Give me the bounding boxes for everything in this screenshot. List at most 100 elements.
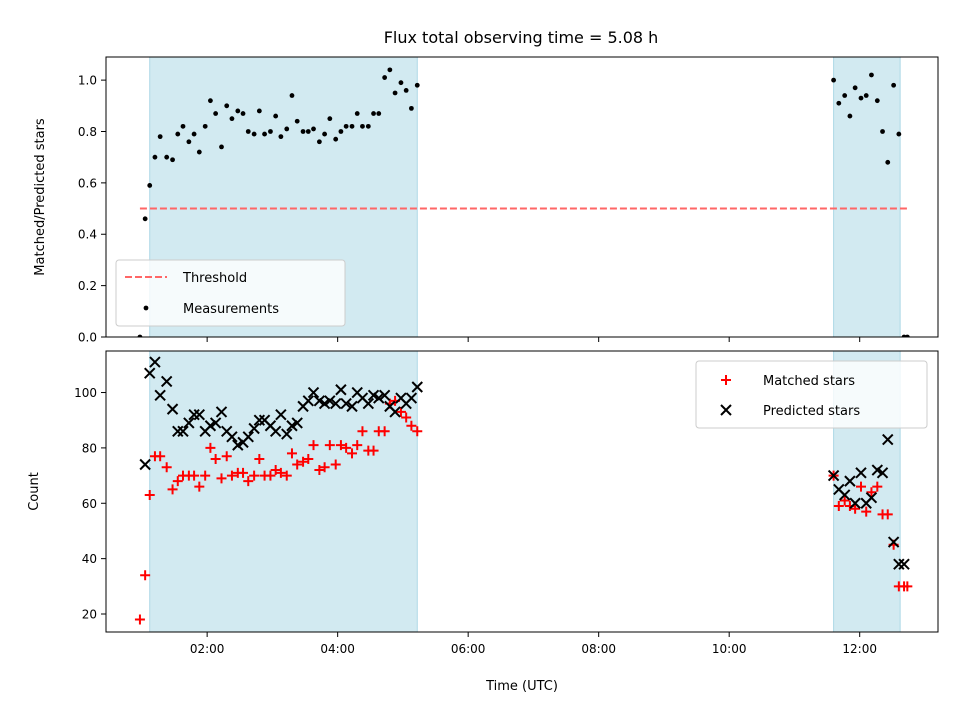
predicted-star-marker	[876, 467, 889, 479]
matched-star-marker	[238, 467, 249, 478]
legend: Matched stars Predicted stars	[695, 360, 928, 429]
predicted-star-marker	[242, 431, 254, 443]
measurement-point	[213, 111, 219, 116]
matched-star-marker	[216, 473, 227, 484]
matched-star-marker	[249, 470, 260, 481]
matched-star-marker	[401, 412, 412, 423]
matched-star-marker	[357, 426, 368, 437]
measurement-point	[863, 93, 869, 98]
measurement-point	[240, 111, 246, 116]
predicted-star-marker	[188, 408, 200, 421]
measurement-point	[408, 105, 414, 111]
measurement-point	[273, 113, 279, 119]
predicted-star-marker	[183, 417, 195, 429]
legend-measurements-swatch	[143, 305, 149, 311]
y-tick-label: 0.0	[78, 331, 97, 345]
predicted-star-marker	[844, 475, 856, 487]
predicted-star-marker	[154, 389, 166, 402]
measurement-point	[852, 85, 858, 91]
matched-star-marker	[265, 470, 276, 481]
observing-window-2	[833, 56, 901, 338]
measurement-point	[284, 126, 290, 132]
predicted-star-marker	[411, 381, 423, 393]
measurement-point	[371, 111, 376, 116]
matched-star-marker	[406, 420, 417, 431]
measurement-point	[333, 136, 339, 142]
matched-star-marker	[205, 442, 216, 453]
x-tick-label: 12:00	[842, 642, 877, 656]
predicted-star-marker	[373, 392, 385, 404]
matched-star-marker	[200, 470, 211, 481]
measurement-point	[224, 103, 230, 109]
predicted-star-marker	[226, 431, 238, 443]
measurement-point	[256, 108, 262, 114]
predicted-star-marker	[329, 397, 342, 410]
matched-star-marker	[226, 470, 237, 481]
observing-window-1	[149, 350, 418, 633]
predicted-star-marker	[166, 403, 179, 415]
matched-star-marker	[303, 453, 314, 464]
x-tick-label: 08:00	[581, 642, 616, 656]
measurement-point	[147, 183, 153, 188]
y-axis-label: Matched/Predicted stars	[33, 118, 48, 276]
legend-box	[695, 360, 928, 429]
measurement-point	[376, 111, 382, 116]
matched-star-marker	[839, 495, 850, 506]
measurement-point	[349, 123, 355, 129]
predicted-star-marker	[335, 384, 347, 396]
matched-star-marker	[347, 448, 358, 459]
matched-star-marker	[368, 445, 379, 456]
plot-area	[134, 356, 913, 625]
measurement-point	[164, 154, 170, 160]
measurement-point	[186, 139, 192, 145]
measurement-point	[289, 93, 295, 98]
measurement-point	[896, 131, 902, 137]
measurement-point	[365, 123, 371, 129]
matched-star-marker	[379, 426, 390, 437]
legend: Threshold Measurements	[115, 259, 346, 327]
measurement-point	[235, 108, 241, 114]
matched-star-marker	[275, 467, 286, 478]
matched-star-marker	[286, 448, 297, 459]
y-tick-label: 80	[82, 441, 97, 455]
legend-box	[115, 259, 346, 327]
measurement-point	[398, 80, 404, 86]
predicted-star-marker	[281, 428, 293, 440]
matched-star-marker	[330, 459, 341, 470]
series-matched-stars	[134, 395, 913, 625]
matched-star-marker	[833, 501, 844, 512]
measurement-point	[869, 72, 874, 78]
legend-predicted-label: Predicted stars	[763, 404, 860, 419]
y-axis-label: Count	[27, 472, 42, 511]
predicted-star-marker	[139, 458, 151, 471]
measurement-point	[414, 82, 420, 88]
measurement-point	[387, 67, 393, 73]
matched-star-marker	[292, 459, 303, 470]
predicted-star-marker	[324, 395, 336, 407]
measurement-point	[142, 216, 148, 222]
matched-star-marker	[155, 451, 166, 462]
predicted-star-marker	[882, 433, 894, 446]
measurement-point	[268, 129, 273, 134]
matched-star-marker	[861, 506, 872, 517]
predicted-star-marker	[346, 400, 358, 413]
predicted-star-marker	[275, 408, 287, 421]
measurement-point	[175, 131, 181, 137]
measurement-point	[251, 131, 257, 137]
measurement-point	[262, 131, 267, 137]
matched-star-marker	[189, 470, 200, 481]
measurement-point	[880, 129, 885, 134]
measurement-point	[327, 116, 333, 122]
predicted-star-marker	[149, 356, 161, 368]
matched-star-marker	[412, 426, 423, 437]
series-predicted-stars	[139, 356, 910, 570]
predicted-star-marker	[389, 406, 401, 418]
y-tick-label: 100	[74, 386, 97, 400]
measurement-point	[311, 126, 316, 132]
matched-star-marker	[140, 570, 151, 581]
predicted-star-marker	[378, 389, 391, 402]
measurement-point	[403, 87, 409, 93]
legend-predicted-swatch	[720, 404, 732, 416]
predicted-star-marker	[893, 558, 905, 570]
y-tick-label: 0.4	[78, 228, 97, 242]
